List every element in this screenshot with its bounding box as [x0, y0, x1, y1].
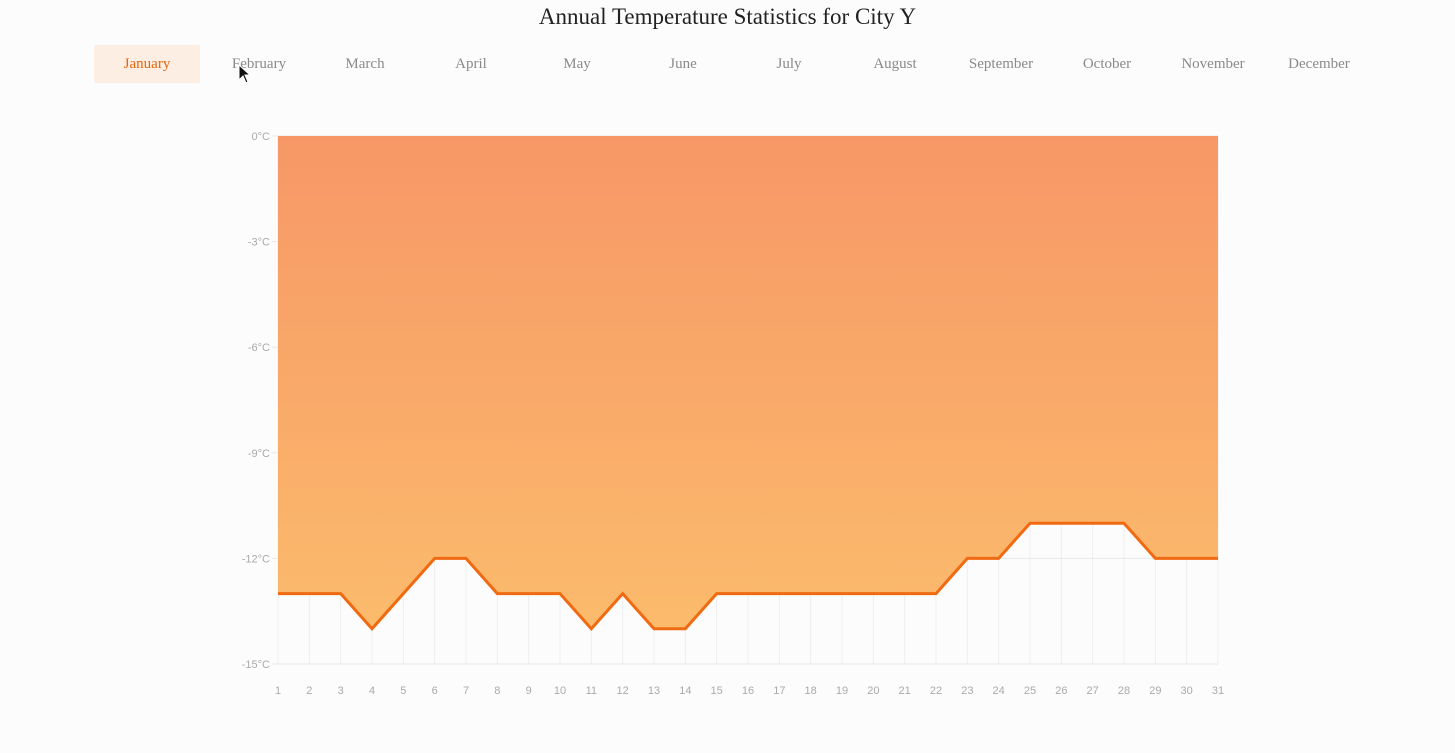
tab-august[interactable]: August — [873, 55, 917, 72]
y-tick-label: -6°C — [248, 342, 270, 354]
x-tick-label: 4 — [369, 685, 375, 697]
x-tick-label: 3 — [338, 685, 344, 697]
tab-may[interactable]: May — [563, 55, 591, 72]
y-tick-label: -15°C — [242, 659, 270, 671]
tab-march[interactable]: March — [345, 55, 385, 72]
x-tick-label: 12 — [617, 685, 629, 697]
tab-april[interactable]: April — [455, 55, 487, 72]
y-tick-label: 0°C — [252, 131, 271, 143]
x-tick-label: 31 — [1212, 685, 1224, 697]
y-tick-label: -9°C — [248, 448, 270, 460]
x-tick-label: 2 — [306, 685, 312, 697]
x-tick-label: 5 — [400, 685, 406, 697]
x-axis: 1 2 3 4 5 6 7 8 9 10 11 12 13 14 15 16 17 18 19 20 21 22 23 24 2… — [275, 685, 1224, 697]
x-tick-label: 11 — [586, 685, 597, 697]
month-tabs: January February March April May June July Augu… — [90, 45, 1372, 83]
x-tick-label: 20 — [867, 685, 879, 697]
x-tick-label: 16 — [742, 685, 754, 697]
x-tick-label: 21 — [899, 685, 911, 697]
x-tick-label: 24 — [993, 685, 1005, 697]
tab-january[interactable]: January — [94, 45, 200, 83]
y-tick-label: -3°C — [248, 237, 270, 249]
x-tick-label: 17 — [773, 685, 785, 697]
chart-area-fill — [278, 136, 1218, 629]
y-axis: 0°C -3°C -6°C -9°C -12°C -15°C — [242, 131, 270, 671]
tab-february[interactable]: February — [231, 55, 287, 72]
x-tick-label: 13 — [648, 685, 660, 697]
tab-june[interactable]: June — [669, 55, 697, 72]
tab-october[interactable]: October — [1082, 55, 1132, 72]
x-tick-label: 6 — [432, 685, 438, 697]
x-tick-label: 14 — [679, 685, 691, 697]
x-tick-label: 7 — [463, 685, 469, 697]
x-tick-label: 26 — [1055, 685, 1067, 697]
x-tick-label: 23 — [961, 685, 973, 697]
tab-december[interactable]: December — [1288, 55, 1350, 72]
tab-july[interactable]: July — [776, 55, 802, 72]
tab-november[interactable]: November — [1181, 55, 1245, 72]
tab-september[interactable]: September — [968, 55, 1034, 72]
x-tick-label: 1 — [275, 685, 281, 697]
x-tick-label: 22 — [930, 685, 942, 697]
x-tick-label: 25 — [1024, 685, 1036, 697]
x-tick-label: 30 — [1181, 685, 1193, 697]
x-tick-label: 10 — [554, 685, 566, 697]
x-tick-label: 15 — [711, 685, 723, 697]
chart-series-line — [278, 521, 1218, 632]
mouse-cursor-icon — [238, 64, 252, 84]
x-tick-label: 8 — [494, 685, 500, 697]
x-tick-label: 27 — [1087, 685, 1099, 697]
x-tick-label: 19 — [836, 685, 848, 697]
x-tick-label: 9 — [526, 685, 532, 697]
y-tick-label: -12°C — [242, 553, 270, 565]
x-tick-label: 18 — [805, 685, 817, 697]
page-title: Annual Temperature Statistics for City Y — [538, 4, 917, 29]
x-tick-label: 28 — [1118, 685, 1130, 697]
x-tick-label: 29 — [1149, 685, 1161, 697]
